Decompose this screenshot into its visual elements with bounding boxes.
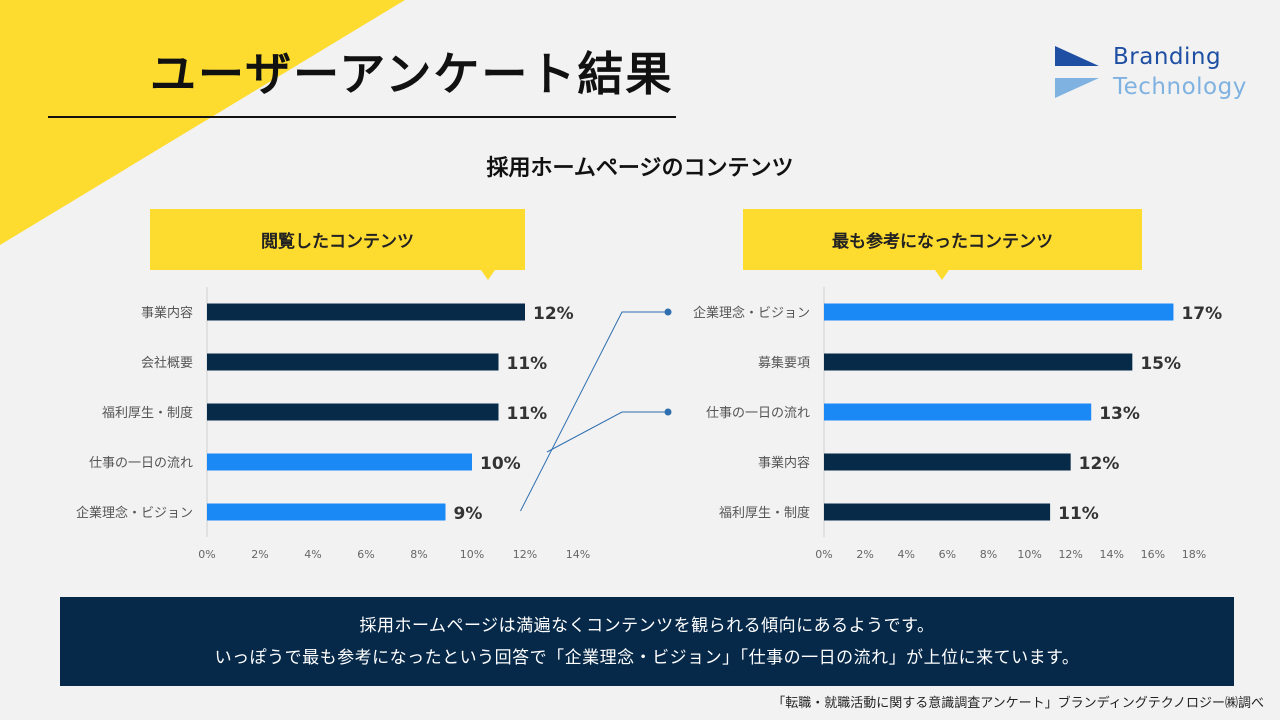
chart-0-bar-3 bbox=[207, 453, 472, 471]
connector-dot-4 bbox=[664, 308, 672, 316]
chart-section-title: 採用ホームページのコンテンツ bbox=[486, 156, 794, 181]
chart-1-value-label-4: 11% bbox=[1058, 504, 1099, 524]
chart-1-category-label-2: 仕事の一日の流れ bbox=[706, 406, 810, 421]
chart-0-bar-0 bbox=[207, 303, 525, 321]
chart-1-value-label-0: 17% bbox=[1181, 304, 1222, 324]
chart-0-value-label-3: 10% bbox=[480, 454, 521, 474]
page-title: ユーザーアンケート結果 bbox=[150, 47, 674, 101]
yellow-corner-decoration bbox=[0, 0, 405, 245]
chart-1-value-label-2: 13% bbox=[1099, 404, 1140, 424]
chart-0-tick-label-7: 14% bbox=[566, 548, 590, 561]
chart-0-category-label-3: 仕事の一日の流れ bbox=[89, 456, 193, 471]
chart-1-tick-label-6: 12% bbox=[1058, 548, 1082, 561]
chart-1-category-label-4: 福利厚生・制度 bbox=[719, 505, 810, 521]
chart-0-category-label-2: 福利厚生・制度 bbox=[102, 405, 193, 421]
chart-1-tick-label-4: 8% bbox=[980, 548, 997, 561]
chart-0-value-label-0: 12% bbox=[533, 304, 574, 324]
right-chart-callout: 最も参考になったコンテンツ bbox=[743, 209, 1142, 280]
chart-1-tick-label-8: 16% bbox=[1141, 548, 1165, 561]
chart-1-category-label-0: 企業理念・ビジョン bbox=[693, 305, 810, 321]
chart-0-category-label-4: 企業理念・ビジョン bbox=[76, 505, 193, 521]
chart-0-tick-label-1: 2% bbox=[251, 548, 268, 561]
chart-1-tick-label-1: 2% bbox=[856, 548, 873, 561]
summary-box: 採用ホームページは満遍なくコンテンツを観られる傾向にあるようです。 いっぽうで最… bbox=[60, 597, 1234, 686]
chart-1-category-label-3: 事業内容 bbox=[758, 455, 810, 471]
chart-0-value-label-4: 9% bbox=[454, 504, 483, 524]
connector-dot-3 bbox=[664, 408, 672, 416]
chart-0-value-label-1: 11% bbox=[507, 354, 548, 374]
chart-0-category-label-0: 事業内容 bbox=[141, 305, 193, 321]
connector-line-4 bbox=[520, 311, 668, 512]
chart-1-bar-2 bbox=[824, 403, 1092, 421]
chart-0-bar-2 bbox=[207, 403, 499, 421]
chart-0-value-label-2: 11% bbox=[507, 404, 548, 424]
source-note: 「転職・就職活動に関する意識調査アンケート」ブランディングテクノロジー㈱調べ bbox=[772, 696, 1264, 711]
summary-line-1: 採用ホームページは満遍なくコンテンツを観られる傾向にあるようです。 bbox=[359, 615, 935, 636]
logo-text-technology: Technology bbox=[1113, 74, 1247, 100]
chart-0-tick-label-2: 4% bbox=[304, 548, 321, 561]
chart-1-tick-label-7: 14% bbox=[1100, 548, 1124, 561]
chart-1-value-label-3: 12% bbox=[1079, 454, 1120, 474]
chart-1-tick-label-9: 18% bbox=[1182, 548, 1206, 561]
chart-0-tick-label-5: 10% bbox=[460, 548, 484, 561]
chart-1-category-label-1: 募集要項 bbox=[758, 355, 810, 371]
chart-0-tick-label-6: 12% bbox=[513, 548, 537, 561]
chart-0-tick-label-0: 0% bbox=[198, 548, 215, 561]
logo-text-branding: Branding bbox=[1113, 44, 1222, 70]
chart-1-bar-3 bbox=[824, 453, 1071, 471]
chart-1-tick-label-2: 4% bbox=[897, 548, 914, 561]
chart-1-tick-label-5: 10% bbox=[1017, 548, 1041, 561]
chart-1-value-label-1: 15% bbox=[1140, 354, 1181, 374]
connector-line-3 bbox=[546, 411, 668, 453]
logo-mark-icon bbox=[1055, 46, 1099, 98]
chart-0-tick-label-3: 6% bbox=[357, 548, 374, 561]
chart-1-tick-label-3: 6% bbox=[939, 548, 956, 561]
chart-1-bar-4 bbox=[824, 503, 1051, 521]
title-underline bbox=[48, 116, 676, 118]
chart-0-category-label-1: 会社概要 bbox=[141, 355, 193, 371]
chart-0-tick-label-4: 8% bbox=[410, 548, 427, 561]
chart-0-bar-1 bbox=[207, 353, 499, 371]
chart-1-bar-0 bbox=[824, 303, 1174, 321]
chart-1-bar-1 bbox=[824, 353, 1133, 371]
chart-0-bar-4 bbox=[207, 503, 446, 521]
brand-logo: Branding Technology bbox=[1055, 44, 1255, 104]
chart-1-tick-label-0: 0% bbox=[815, 548, 832, 561]
summary-line-2: いっぽうで最も参考になったという回答で「企業理念・ビジョン」「仕事の一日の流れ」… bbox=[214, 647, 1080, 668]
left-chart-callout: 閲覧したコンテンツ bbox=[150, 209, 525, 280]
